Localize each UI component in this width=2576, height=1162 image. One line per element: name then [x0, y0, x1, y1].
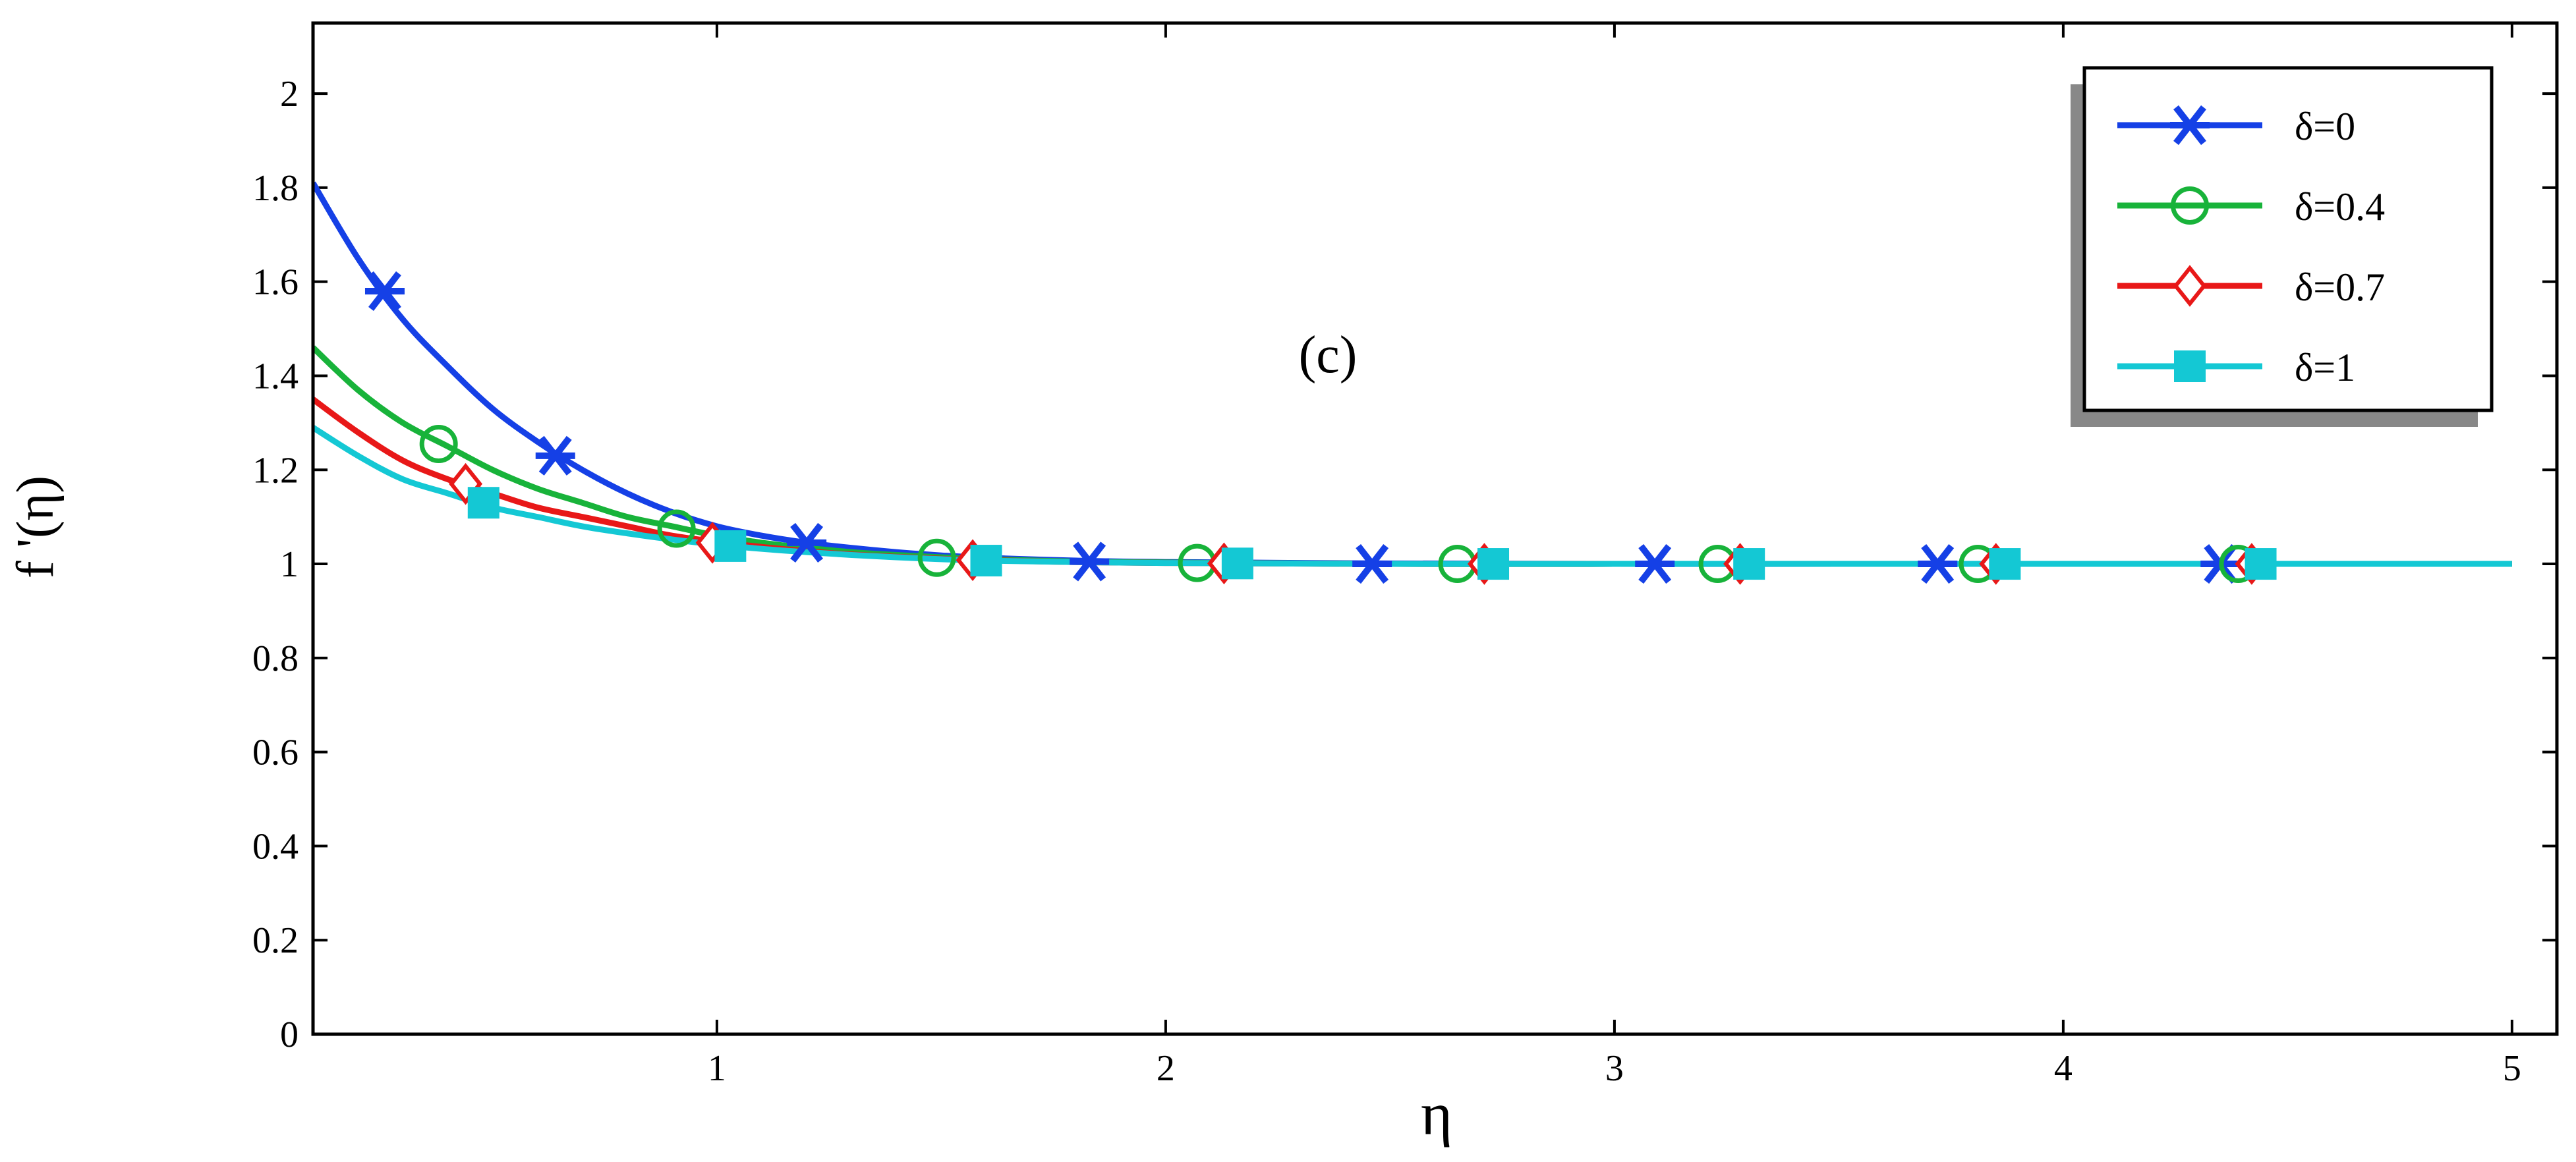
series-3-point	[467, 487, 500, 519]
series-1-point	[917, 538, 956, 577]
legend-items: δ=0 δ=0.4 δ=0.7 δ=1	[2117, 105, 2385, 389]
x-tick-label: 5	[2503, 1048, 2521, 1089]
series-0-point	[535, 435, 575, 476]
legend-label: δ=1	[2295, 346, 2355, 389]
y-tick-label: 1.2	[252, 450, 299, 491]
series-0-point	[1352, 543, 1392, 584]
series-0-point	[1070, 541, 1110, 582]
legend-label: δ=0	[2295, 105, 2355, 148]
series-0-point	[1918, 543, 1958, 584]
series-3-point	[2245, 548, 2277, 580]
y-tick-label: 1	[280, 544, 299, 585]
y-tick-label: 1.8	[252, 168, 299, 209]
x-tick-label: 2	[1157, 1048, 1175, 1089]
legend-label: δ=0.4	[2295, 185, 2385, 229]
plot-frame	[311, 21, 2559, 1036]
y-tick-label: 0.4	[252, 826, 299, 867]
series-1-point	[419, 424, 458, 463]
legend-item: δ=1	[2117, 346, 2355, 389]
legend-marker	[2171, 186, 2209, 225]
legend-item: δ=0	[2117, 105, 2355, 148]
y-tick-label: 0.2	[252, 920, 299, 961]
y-tick-label: 1.6	[252, 262, 299, 303]
legend-label: δ=0.7	[2295, 265, 2385, 309]
series-3-point	[1221, 547, 1253, 580]
legend-marker	[2170, 105, 2210, 146]
series-0-point	[1635, 543, 1675, 584]
legend-box	[2082, 66, 2494, 412]
legend-item: δ=0.7	[2117, 265, 2385, 309]
series-3-point	[1989, 548, 2021, 580]
x-axis-ticks: 1 2 3 4 5	[708, 23, 2521, 1089]
y-tick-label: 0.6	[252, 733, 299, 773]
series-1-point	[657, 509, 696, 548]
y-tick-label: 2	[280, 74, 299, 115]
x-tick-label: 1	[708, 1048, 726, 1089]
legend: δ=0 δ=0.4 δ=0.7 δ=1	[2071, 66, 2494, 427]
series-3-point	[1477, 548, 1510, 580]
series-3-point	[714, 530, 747, 562]
chart-annotation: (c)	[1299, 326, 1358, 384]
x-tick-label: 4	[2054, 1048, 2073, 1089]
y-tick-label: 1.4	[252, 356, 299, 397]
y-tick-label: 0.8	[252, 638, 299, 679]
legend-marker	[2174, 350, 2206, 382]
y-axis-label: f '(η)	[7, 476, 65, 578]
legend-item: δ=0.4	[2117, 185, 2385, 229]
legend-marker	[2173, 265, 2207, 307]
series-0-point	[364, 271, 405, 312]
x-axis-label: η	[1421, 1080, 1452, 1148]
series-3-point	[970, 545, 1002, 577]
series-3-point	[1733, 548, 1765, 580]
series-markers	[364, 271, 2277, 585]
y-axis-ticks: 0 0.2 0.4 0.6 0.8 1 1.2 1.4 1.6 1.8 2	[252, 74, 2557, 1055]
series-0-point	[787, 522, 827, 563]
y-tick-label: 0	[280, 1014, 299, 1055]
x-tick-label: 3	[1605, 1048, 1624, 1089]
